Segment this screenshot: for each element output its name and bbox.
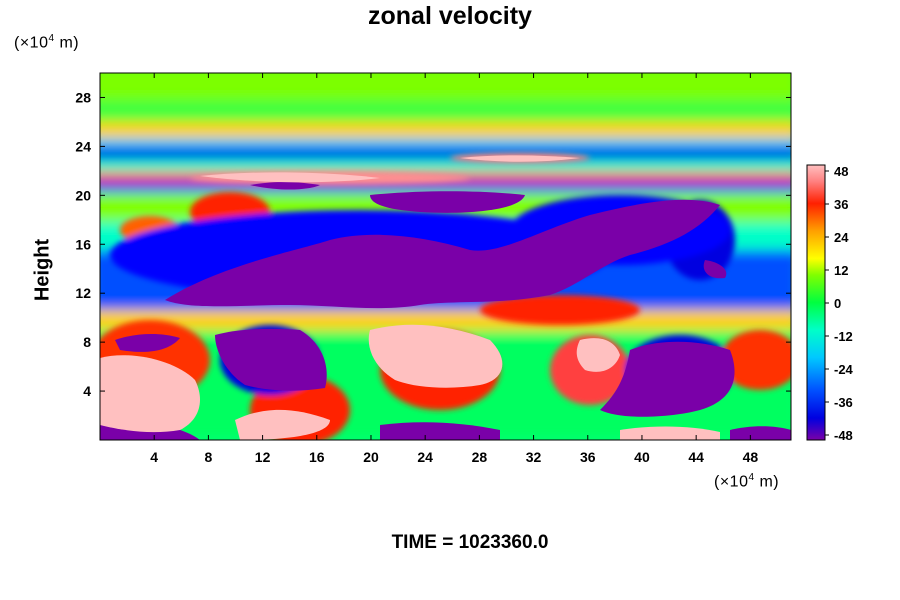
colorbar-tick-label: 48 <box>834 164 848 179</box>
x-units-exponent: 4 <box>748 472 755 483</box>
colorbar-tick-label: 0 <box>834 296 841 311</box>
x-tick-label: 8 <box>204 449 212 465</box>
x-tick-label: 24 <box>417 449 433 465</box>
y-tick-label: 8 <box>83 334 91 350</box>
y-units-prefix: (×10 <box>14 34 49 52</box>
time-annotation: TIME = 1023360.0 <box>391 532 549 553</box>
colorbar-tick-label: -24 <box>834 362 854 377</box>
colorbar-tick-label: 12 <box>834 263 848 278</box>
y-tick-label: 12 <box>75 285 91 301</box>
colorbar-tick-label: 36 <box>834 197 848 212</box>
x-tick-label: 36 <box>580 449 596 465</box>
x-tick-label: 4 <box>150 449 158 465</box>
colorbar <box>806 164 826 441</box>
x-tick-label: 20 <box>363 449 379 465</box>
x-units-suffix: m) <box>754 473 780 491</box>
y-units-suffix: m) <box>54 34 80 52</box>
x-axis: 4 8 12 16 20 24 28 32 36 40 44 48 <box>150 73 758 465</box>
x-axis-units: (×104 m) <box>714 472 779 491</box>
y-tick-label: 24 <box>75 138 91 154</box>
colorbar-ticks: 48 36 24 12 0 -12 -24 -36 -48 <box>825 164 854 443</box>
x-tick-label: 16 <box>309 449 325 465</box>
y-units-exponent: 4 <box>48 33 55 44</box>
y-tick-label: 20 <box>75 187 91 203</box>
y-tick-label: 16 <box>75 236 91 252</box>
colorbar-tick-label: -48 <box>834 428 853 443</box>
x-tick-label: 40 <box>634 449 650 465</box>
colorbar-tick-label: -12 <box>834 329 853 344</box>
x-tick-label: 48 <box>743 449 759 465</box>
colorbar-tick-label: 24 <box>834 230 849 245</box>
plot-frame <box>99 72 792 441</box>
x-units-prefix: (×10 <box>714 473 749 491</box>
x-tick-label: 44 <box>688 449 704 465</box>
x-tick-label: 32 <box>526 449 542 465</box>
y-tick-label: 4 <box>83 383 91 399</box>
velocity-field <box>100 73 791 440</box>
x-tick-label: 28 <box>472 449 488 465</box>
colorbar-tick-label: -36 <box>834 395 853 410</box>
x-tick-label: 12 <box>255 449 271 465</box>
field-extremes <box>100 155 791 440</box>
y-axis: 4 8 12 16 20 24 28 <box>75 89 791 399</box>
y-axis-units: (×104 m) <box>14 33 79 52</box>
chart-title: zonal velocity <box>368 2 532 30</box>
y-tick-label: 28 <box>75 89 91 105</box>
